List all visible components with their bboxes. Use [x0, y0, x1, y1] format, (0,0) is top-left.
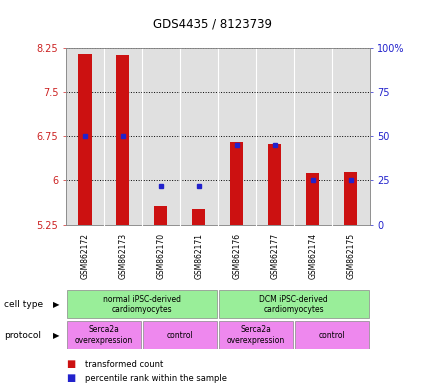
Text: ▶: ▶ [53, 300, 60, 309]
Bar [67, 321, 141, 349]
Text: ■: ■ [66, 359, 75, 369]
Bar [218, 291, 369, 318]
Text: cell type: cell type [4, 300, 43, 309]
Text: ▶: ▶ [53, 331, 60, 339]
Text: percentile rank within the sample: percentile rank within the sample [85, 374, 227, 383]
Text: ■: ■ [66, 373, 75, 383]
Bar [295, 321, 369, 349]
Text: GSM862171: GSM862171 [194, 233, 203, 279]
Text: GSM862174: GSM862174 [308, 233, 317, 280]
Text: Serca2a
overexpression: Serca2a overexpression [75, 325, 133, 345]
Text: GSM862177: GSM862177 [270, 233, 279, 280]
Bar [218, 321, 293, 349]
Bar [344, 172, 357, 225]
Text: Serca2a
overexpression: Serca2a overexpression [227, 325, 285, 345]
Bar [143, 321, 217, 349]
Text: normal iPSC-derived
cardiomyocytes: normal iPSC-derived cardiomyocytes [103, 295, 181, 314]
Text: GSM862172: GSM862172 [80, 233, 89, 279]
Text: GSM862170: GSM862170 [156, 233, 165, 280]
Text: GSM862173: GSM862173 [118, 233, 127, 280]
Text: control: control [318, 331, 345, 339]
Bar [78, 54, 91, 225]
Text: GSM862175: GSM862175 [346, 233, 355, 280]
Text: GSM862176: GSM862176 [232, 233, 241, 280]
Text: transformed count: transformed count [85, 359, 163, 369]
Bar [67, 291, 217, 318]
Bar [268, 144, 281, 225]
Bar [116, 55, 130, 225]
Bar [154, 206, 167, 225]
Text: protocol: protocol [4, 331, 41, 339]
Bar [230, 142, 244, 225]
Bar [306, 174, 320, 225]
Text: control: control [167, 331, 193, 339]
Text: GDS4435 / 8123739: GDS4435 / 8123739 [153, 17, 272, 30]
Bar [192, 209, 205, 225]
Text: DCM iPSC-derived
cardiomyocytes: DCM iPSC-derived cardiomyocytes [259, 295, 328, 314]
